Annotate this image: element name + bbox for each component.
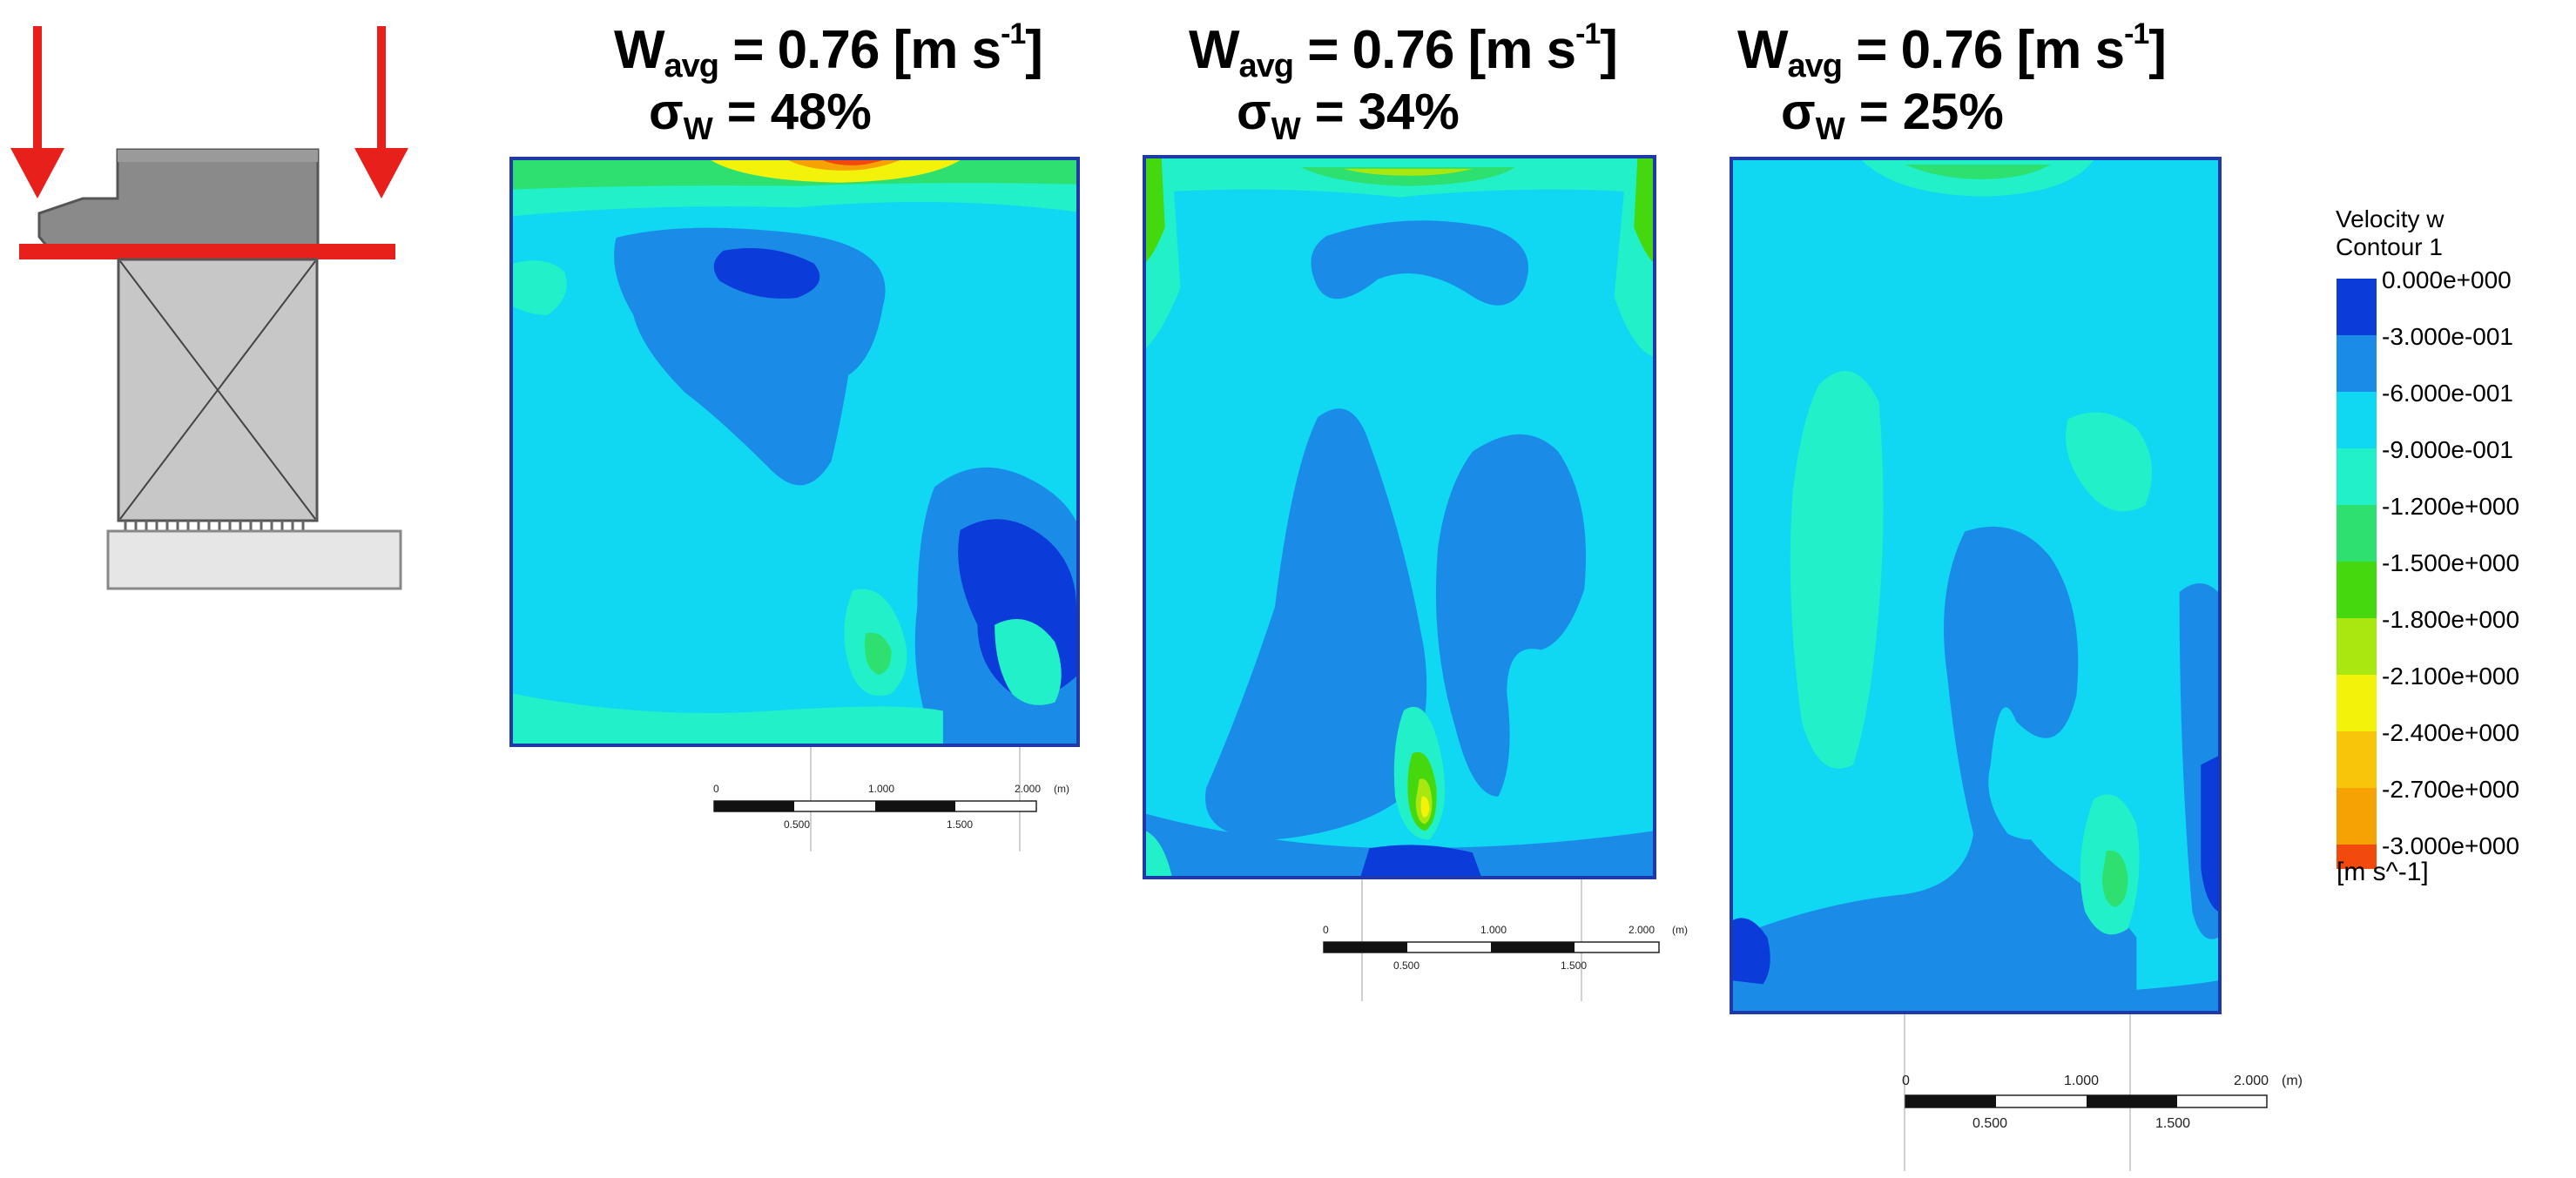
scalebar2-label-1000: 1.000 (1480, 924, 1507, 936)
panel2-sigma-title: σW = 34% (1237, 84, 1460, 146)
legend-title-line2: Contour 1 (2336, 233, 2443, 260)
legend-label-10: -3.000e+000 (2382, 832, 2520, 859)
scalebar3-label-500: 0.500 (1972, 1116, 2007, 1131)
contour-plot-1 (509, 157, 1080, 747)
legend-label-3: -9.000e-001 (2382, 436, 2514, 463)
scalebar3-line-a (1904, 1014, 1905, 1171)
scalebar3-line-b (2129, 1014, 2131, 1171)
legend-swatch-3 (2337, 448, 2377, 505)
legend-swatch-0 (2337, 279, 2377, 335)
panel3-sigma-title: σW = 25% (1781, 84, 2004, 146)
legend-label-1: -3.000e-001 (2382, 323, 2514, 350)
heat-exchanger-box (117, 258, 319, 522)
legend-swatch-10 (2337, 845, 2377, 869)
housing-top (37, 148, 320, 254)
legend-title: Velocity w Contour 1 (2336, 205, 2445, 261)
scalebar3-label-1000: 1.000 (2064, 1074, 2099, 1088)
panel1-w-avg-title: Wavg = 0.76 [m s-1] (614, 17, 1043, 84)
legend-label-0: 0.000e+000 (2382, 266, 2512, 293)
scalebar1-unit: (m) (1054, 783, 1069, 795)
legend-label-5: -1.500e+000 (2382, 549, 2520, 576)
inflow-arrow-left (10, 26, 64, 199)
legend-title-line1: Velocity w (2336, 205, 2445, 232)
legend-swatch-5 (2337, 562, 2377, 618)
legend-label-7: -2.100e+000 (2382, 663, 2520, 690)
legend-units: [m s^-1] (2337, 858, 2429, 886)
legend-label-2: -6.000e-001 (2382, 380, 2514, 407)
scalebar2-label-2000: 2.000 (1629, 924, 1655, 936)
legend-label-4: -1.200e+000 (2382, 493, 2520, 520)
scalebar-2: 0 1.000 2.000 (m) 0.500 1.500 (1319, 921, 1711, 982)
legend-swatch-9 (2337, 788, 2377, 845)
panel1-sigma-title: σW = 48% (649, 84, 872, 146)
scalebar3-label-1500: 1.500 (2155, 1116, 2190, 1131)
panel3-w-avg-title: Wavg = 0.76 [m s-1] (1737, 17, 2167, 84)
scalebar2-unit: (m) (1672, 924, 1688, 936)
inlet-schematic (0, 0, 418, 609)
scalebar-1: 0 1.000 2.000 (m) 0.500 1.500 (710, 780, 1076, 841)
scalebar2-label-1500: 1.500 (1561, 959, 1587, 972)
contour-plot-3 (1730, 157, 2222, 1014)
section-plane-line (19, 244, 395, 259)
legend-swatch-8 (2337, 731, 2377, 788)
scalebar3-label-0: 0 (1902, 1074, 1910, 1088)
scalebar2-label-0: 0 (1323, 924, 1329, 936)
scalebar1-label-1500: 1.500 (947, 818, 973, 831)
scalebar1-label-2000: 2.000 (1015, 783, 1041, 795)
panel2-w-avg-title: Wavg = 0.76 [m s-1] (1189, 17, 1618, 84)
scalebar1-label-1000: 1.000 (868, 783, 894, 795)
legend-swatch-4 (2337, 505, 2377, 562)
scalebar1-label-500: 0.500 (784, 818, 810, 831)
legend-label-8: -2.400e+000 (2382, 719, 2520, 746)
contour-plot-2 (1143, 155, 1656, 879)
scalebar2-line-a (1361, 879, 1363, 1001)
scalebar2-line-b (1581, 879, 1582, 1001)
legend-swatch-7 (2337, 675, 2377, 731)
legend-swatch-6 (2337, 618, 2377, 675)
legend-swatch-1 (2337, 335, 2377, 392)
scalebar3-unit: (m) (2282, 1074, 2303, 1088)
scalebar2-label-500: 0.500 (1393, 959, 1419, 972)
scalebar3-label-2000: 2.000 (2234, 1074, 2269, 1088)
legend-label-9: -2.700e+000 (2382, 776, 2520, 803)
scalebar1-line-b (1019, 747, 1021, 852)
scalebar-3: 0 1.000 2.000 (m) 0.500 1.500 (1898, 1071, 2316, 1141)
base-plate (106, 529, 402, 590)
legend-swatch-2 (2337, 392, 2377, 448)
scalebar1-line-a (810, 747, 812, 852)
legend-label-6: -1.800e+000 (2382, 606, 2520, 633)
scalebar1-label-0: 0 (713, 783, 719, 795)
inflow-arrow-right (354, 26, 408, 199)
